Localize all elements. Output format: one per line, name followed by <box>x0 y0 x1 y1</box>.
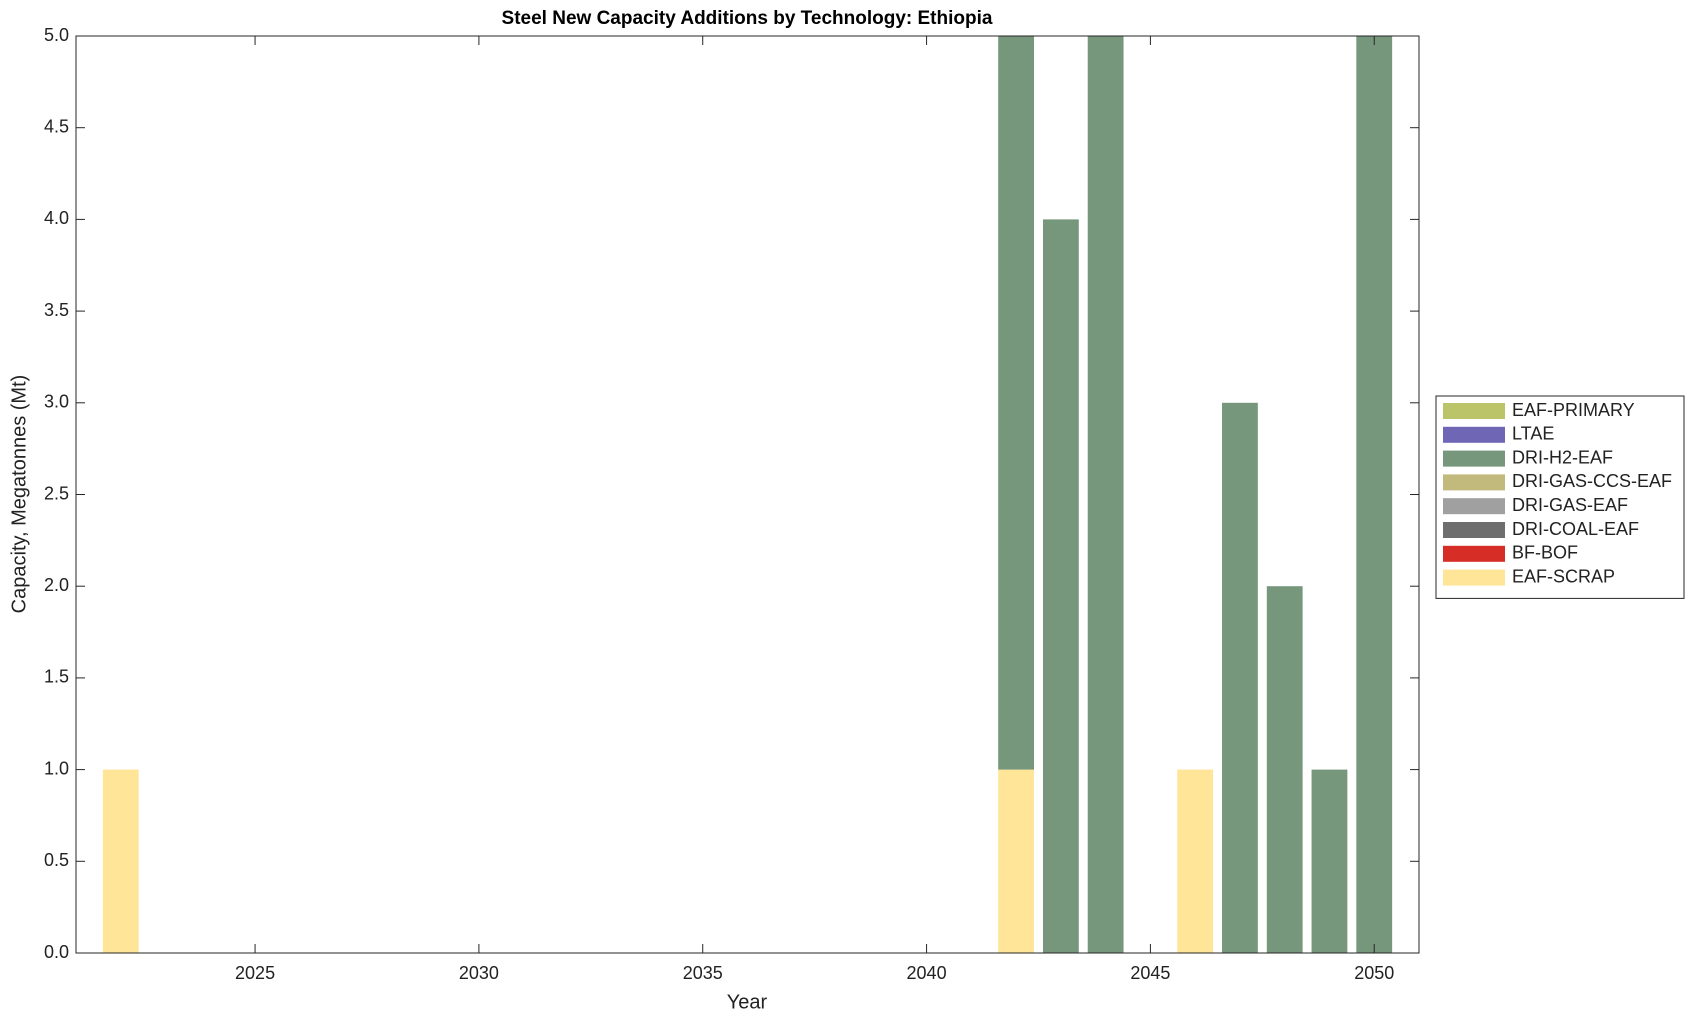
x-axis-label: Year <box>727 991 768 1013</box>
y-tick-label: 3.5 <box>44 300 69 320</box>
bar-segment <box>1222 402 1258 953</box>
bar-segment <box>1311 769 1348 953</box>
y-tick-label: 2.0 <box>44 575 69 595</box>
bar-segment <box>102 769 139 953</box>
y-tick-label: 5.0 <box>44 25 69 45</box>
bar-segment <box>1356 36 1393 953</box>
bar-segment <box>1177 769 1214 953</box>
y-tick-label: 4.0 <box>44 208 69 228</box>
y-tick-label: 1.5 <box>44 667 69 687</box>
legend-box <box>1435 395 1685 599</box>
x-tick-label: 2030 <box>459 963 499 983</box>
bar-segment <box>1042 219 1079 953</box>
y-tick-label: 2.5 <box>44 483 69 503</box>
x-tick-label: 2035 <box>683 963 723 983</box>
legend-swatch <box>1443 522 1505 538</box>
legend-swatch <box>1443 474 1505 491</box>
y-tick-label: 0.0 <box>44 942 69 962</box>
legend-swatch <box>1443 569 1505 586</box>
y-tick-label: 3.0 <box>44 392 69 412</box>
legend-label: EAF-SCRAP <box>1512 566 1615 586</box>
legend-label: DRI-GAS-CCS-EAF <box>1512 471 1672 491</box>
legend-swatch <box>1443 450 1505 467</box>
legend-label: BF-BOF <box>1512 543 1578 563</box>
legend-swatch <box>1443 426 1505 443</box>
plot-area <box>102 36 1393 953</box>
legend-label: DRI-H2-EAF <box>1512 447 1613 467</box>
bar-segment <box>1266 586 1303 953</box>
axes-box <box>75 35 1420 954</box>
x-tick-label: 2040 <box>907 963 947 983</box>
y-axis-label: Capacity, Megatonnes (Mt) <box>8 375 30 614</box>
legend-label: EAF-PRIMARY <box>1512 400 1635 420</box>
legend-swatch <box>1443 403 1505 419</box>
legend-swatch <box>1443 498 1505 515</box>
legend-swatch <box>1443 545 1505 562</box>
bar-segment <box>1087 36 1124 953</box>
y-tick-label: 0.5 <box>44 850 69 870</box>
legend-label: LTAE <box>1512 424 1554 444</box>
bar-segment <box>998 36 1035 770</box>
x-tick-label: 2050 <box>1354 963 1394 983</box>
chart-title: Steel New Capacity Additions by Technolo… <box>502 8 993 29</box>
legend-label: DRI-GAS-EAF <box>1512 495 1628 515</box>
x-tick-label: 2025 <box>235 963 275 983</box>
bar-segment <box>998 769 1035 953</box>
legend-label: DRI-COAL-EAF <box>1512 519 1639 539</box>
y-tick-label: 4.5 <box>44 116 69 136</box>
y-tick-label: 1.0 <box>44 758 69 778</box>
x-tick-label: 2045 <box>1130 963 1170 983</box>
